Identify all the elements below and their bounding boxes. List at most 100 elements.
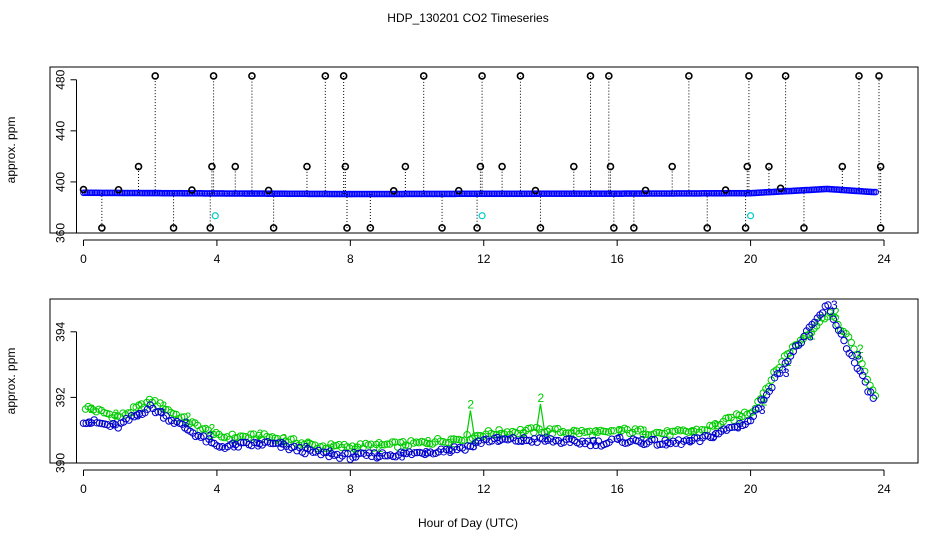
series-3-point: [271, 439, 280, 447]
series-2-point: [447, 435, 455, 443]
y-tick-label: 440: [54, 121, 68, 141]
series-3-point: [757, 396, 765, 404]
series-2-point: [668, 427, 677, 435]
series-3-marker-label: 3: [279, 436, 286, 450]
series-3-point: [215, 443, 224, 451]
x-tick-label: 12: [477, 252, 491, 266]
series-2-marker-label: 2: [233, 432, 240, 446]
low-spike-point: [876, 224, 885, 232]
series-3-marker-label: 3: [711, 429, 718, 443]
series-3-point: [768, 383, 776, 392]
series-3-point: [754, 404, 763, 413]
series-3-point: [565, 435, 573, 443]
series-3-point: [829, 315, 837, 323]
series-3-point: [237, 439, 245, 447]
chart-title: HDP_130201 CO2 Timeseries: [387, 11, 548, 25]
series-3-marker-label: 3: [783, 366, 790, 380]
series-2-point: [524, 424, 533, 433]
series-3-point: [157, 408, 165, 416]
series-2-point: [580, 428, 589, 436]
low-spike-point: [366, 224, 375, 232]
series-3-point: [706, 433, 715, 442]
series-3-point: [867, 388, 875, 396]
series-2-point: [228, 430, 237, 438]
small-spike-point: [79, 185, 88, 194]
bottom-y-axis: 390 392 394: [54, 321, 77, 473]
series-3-point: [608, 435, 616, 443]
high-spike-point: [419, 72, 428, 80]
series-2-point: [388, 438, 397, 446]
series-2-point: [514, 429, 522, 438]
series-3-marker-label: 3: [687, 434, 694, 448]
series-3-point: [840, 336, 848, 345]
series-3-point: [749, 412, 757, 420]
series-2-marker-label: 2: [713, 419, 720, 433]
x-tick-label: 12: [477, 482, 491, 496]
series-2-marker-label: 2: [89, 402, 96, 416]
series-3-marker-label: 3: [807, 330, 814, 344]
series-2-point: [858, 360, 866, 368]
series-3-marker-label: 3: [159, 406, 166, 420]
y-tick-label: 360: [54, 223, 68, 243]
series-2-point: [639, 430, 647, 439]
series-3-point: [413, 448, 421, 457]
series-2-point: [756, 395, 765, 403]
series-2-point: [321, 444, 330, 453]
series-2-point: [303, 439, 311, 447]
series-2-point: [599, 427, 607, 435]
series-2-marker-label: 2: [545, 426, 552, 440]
y-tick-label: 392: [54, 387, 68, 407]
x-tick-label: 0: [80, 252, 87, 266]
series-3-point: [778, 366, 787, 374]
flagged-point: [746, 212, 755, 220]
series-2-point: [199, 425, 207, 433]
series-3-point: [341, 449, 349, 458]
low-spike-point: [536, 224, 545, 232]
high-spike-point: [248, 72, 256, 80]
low-spike-point: [343, 224, 351, 232]
low-spike-point: [206, 224, 215, 232]
series-3-point: [488, 437, 496, 445]
top-plot-frame: [49, 66, 919, 234]
series-3-marker-label: 3: [591, 434, 598, 448]
series-2-point: [452, 435, 461, 444]
series-3-point: [437, 445, 445, 453]
mid-spike-point: [134, 162, 143, 171]
series-3-point: [309, 448, 317, 456]
series-2-marker-label: 2: [449, 436, 456, 450]
series-2-marker-label: 2: [617, 424, 624, 438]
low-spike-point: [800, 224, 808, 232]
series-2-point: [652, 428, 661, 437]
series-2-marker-label: 2: [425, 435, 432, 449]
series-3-point: [261, 438, 269, 446]
x-tick-label: 20: [744, 482, 758, 496]
series-3-point: [461, 446, 469, 454]
series-3-point: [389, 452, 397, 461]
top-y-axis-title: approx. ppm: [4, 117, 18, 184]
mid-spike-point: [208, 162, 216, 171]
series-2-point: [423, 439, 431, 448]
series-2-point: [861, 367, 869, 375]
series-spike-label: 2: [537, 391, 544, 405]
series-3-marker-label: 3: [855, 349, 862, 363]
mid-spike-point: [606, 162, 615, 171]
series-2-point: [583, 428, 591, 436]
series-2-point: [471, 432, 479, 440]
mid-spike-point: [498, 162, 506, 171]
series-3-point: [400, 449, 408, 457]
series-spike-line: [465, 410, 476, 437]
x-tick-label: 24: [877, 482, 891, 496]
mid-spike-point: [743, 162, 752, 171]
series-3-point: [429, 450, 437, 458]
y-tick-label: 400: [54, 172, 68, 192]
small-spike-point: [531, 186, 540, 195]
series-3-point: [498, 435, 507, 443]
series-2-point: [786, 349, 794, 357]
top-x-axis: 0 4 8 12 16 20 24: [80, 239, 891, 266]
small-spike-point: [264, 186, 273, 195]
high-spike-point: [478, 72, 486, 80]
series-3-point: [869, 394, 877, 402]
series-3-point: [336, 454, 344, 462]
series-3-point: [730, 423, 739, 431]
